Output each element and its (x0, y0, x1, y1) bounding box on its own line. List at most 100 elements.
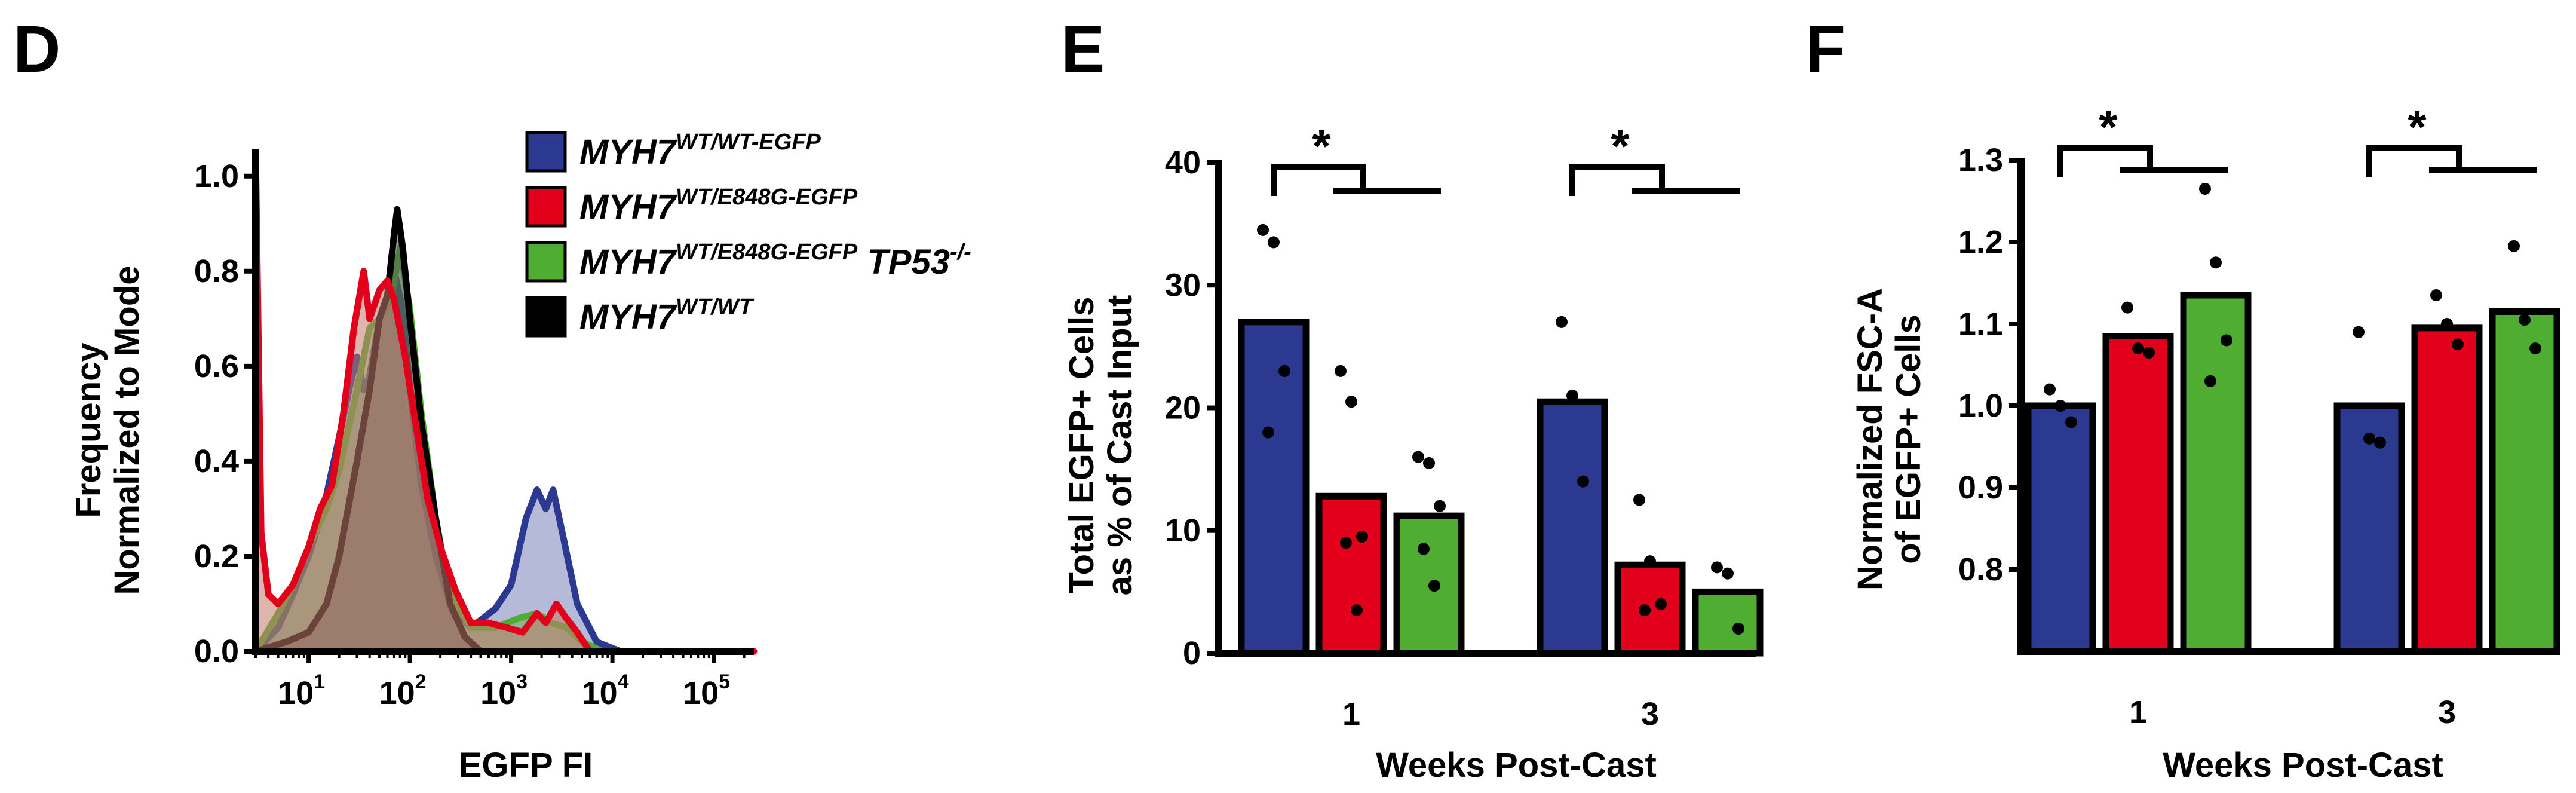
x-tick-label: 3 (1641, 696, 1659, 732)
x-tick-label: 105 (683, 670, 730, 711)
histogram-area-4 (256, 152, 754, 651)
bar-group (1238, 319, 1764, 657)
data-point (1428, 580, 1440, 592)
bar-3-week-1 (2180, 292, 2252, 655)
data-point (1356, 531, 1368, 543)
data-point (1278, 365, 1290, 377)
y-axis-title: Frequency Normalized to Mode (69, 265, 146, 595)
y-ticks: 0 10 20 30 40 (1165, 145, 1219, 671)
y-axis-title-line-1: Normalized FSC-A (1851, 288, 1890, 590)
x-tick-label: 104 (582, 670, 629, 711)
y-tick-label: 0.8 (1958, 552, 2003, 587)
data-point (1732, 622, 1744, 635)
y-tick-label: 0.8 (194, 253, 239, 289)
legend-swatch (525, 131, 567, 173)
data-point (2221, 334, 2232, 347)
data-point (1262, 426, 1274, 439)
data-point (2508, 240, 2520, 252)
data-point (1351, 604, 1363, 617)
data-point (2204, 375, 2216, 387)
y-tick-label: 20 (1165, 390, 1201, 426)
x-tick-label: 1 (1342, 696, 1360, 732)
legend-label: MYH7WT/E848G-EGFP TP53-/- (579, 240, 971, 281)
legend-swatch (525, 186, 567, 228)
data-point (1423, 457, 1435, 469)
bar-group (2025, 292, 2560, 655)
data-point (2065, 416, 2077, 428)
legend-label: MYH7WT/WT-EGFP (579, 130, 821, 172)
x-tick-exponent: 5 (719, 670, 730, 693)
data-point (1722, 567, 1734, 580)
scatter-points (2044, 182, 2541, 449)
legend-label-gene-superscript: -/- (950, 240, 971, 265)
x-tick-exponent: 3 (516, 670, 528, 693)
data-point (2441, 318, 2453, 330)
histogram-y-ticks: 0.0 0.2 0.4 0.6 0.8 1.0 (194, 158, 256, 669)
data-point (1633, 494, 1645, 506)
x-tick-exponent: 1 (314, 670, 325, 693)
y-axis-title: Normalized FSC-A of EGFP+ Cells (1851, 288, 1928, 590)
data-point (2363, 432, 2375, 445)
data-point (2374, 436, 2386, 449)
legend-swatch (525, 241, 567, 283)
significance-star: * (2099, 100, 2118, 154)
data-point (2452, 338, 2464, 351)
legend-label: MYH7WT/WT (579, 295, 755, 336)
data-point (2519, 314, 2531, 326)
y-tick-label: 0.4 (194, 443, 239, 479)
y-tick-label: 0.0 (194, 633, 239, 669)
x-tick-label: 102 (379, 670, 427, 711)
bar-1-week-1 (1238, 319, 1310, 657)
y-tick-label: 1.1 (1958, 306, 2003, 342)
histogram-axes (252, 149, 754, 655)
data-point (2054, 400, 2066, 412)
x-tick-label: 1 (2129, 694, 2147, 730)
histogram-series-group (252, 149, 758, 655)
bar-2-week-1 (1315, 492, 1387, 657)
y-tick-label: 10 (1165, 513, 1201, 549)
legend-label: MYH7WT/E848G-EGFP (579, 185, 858, 226)
significance-star: * (2408, 100, 2427, 154)
y-tick-label: 1.2 (1958, 224, 2003, 260)
y-tick-label: 30 (1165, 267, 1201, 303)
panel-letter-f: F (1805, 13, 1845, 86)
y-tick-label: 0.2 (194, 538, 239, 574)
x-tick-label: 101 (278, 670, 325, 711)
panel-letter-e: E (1061, 13, 1105, 86)
bar-3-week-3 (2489, 308, 2560, 655)
x-tick-exponent: 4 (618, 670, 629, 693)
data-point (1412, 451, 1424, 463)
data-point (1639, 604, 1651, 617)
data-point (1655, 598, 1667, 610)
data-point (1566, 389, 1578, 402)
y-ticks: 0.8 0.9 1.0 1.1 1.2 1.3 (1958, 142, 2021, 587)
bar-1-week-1 (2025, 402, 2096, 655)
data-point (2430, 289, 2442, 302)
y-tick-label: 0 (1183, 635, 1201, 671)
significance-brackets: * * (1271, 120, 1740, 196)
bar-2-week-1 (2102, 333, 2174, 655)
y-tick-label: 40 (1165, 145, 1201, 180)
scatter-points (1257, 223, 1744, 635)
legend-swatch (525, 296, 567, 338)
x-tick-label: 3 (2438, 694, 2456, 730)
y-tick-label: 1.3 (1958, 142, 2003, 178)
y-axis-title-line-1: Frequency (69, 342, 108, 518)
significance-star: * (1611, 120, 1630, 173)
significance-star: * (1312, 120, 1331, 173)
histogram-x-ticks: 101 102 103 104 105 (254, 651, 746, 711)
y-tick-label: 0.9 (1958, 470, 2003, 506)
data-point (2143, 346, 2155, 359)
y-axis-title-line-1: Total EGFP+ Cells (1062, 297, 1101, 594)
y-axis-title-line-2: Normalized to Mode (108, 265, 146, 595)
y-tick-label: 1.0 (194, 158, 239, 194)
y-tick-label: 0.6 (194, 348, 239, 384)
x-axis-title: EGFP FI (459, 746, 593, 785)
histogram-line-4 (252, 149, 758, 655)
significance-brackets: * * (2057, 100, 2537, 177)
histogram-chart: 0.0 0.2 0.4 0.6 0.8 1.0 101 102 103 104 105 EGFP … (69, 130, 971, 785)
legend-label-superscript: WT/E848G-EGFP (676, 240, 858, 265)
